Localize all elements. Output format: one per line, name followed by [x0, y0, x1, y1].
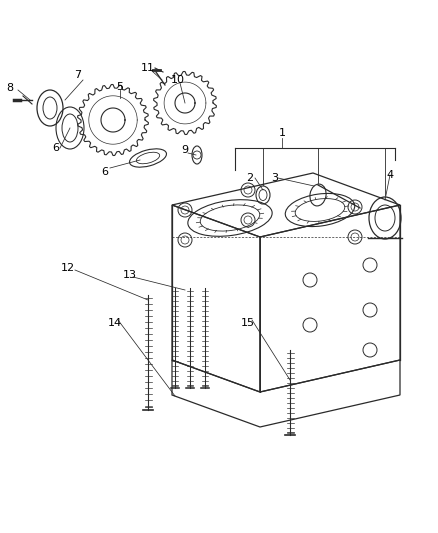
Text: 3: 3 [272, 173, 279, 183]
Text: 1: 1 [279, 128, 286, 138]
Text: 14: 14 [108, 318, 122, 328]
Text: 15: 15 [241, 318, 255, 328]
Text: 6: 6 [53, 143, 60, 153]
Text: 13: 13 [123, 270, 137, 280]
Text: 2: 2 [247, 173, 254, 183]
Text: 4: 4 [386, 170, 394, 180]
Text: 12: 12 [61, 263, 75, 273]
Text: 7: 7 [74, 70, 81, 80]
Text: 10: 10 [171, 75, 185, 85]
Text: 9: 9 [181, 145, 189, 155]
Text: 8: 8 [7, 83, 14, 93]
Text: 11: 11 [141, 63, 155, 73]
Text: 6: 6 [102, 167, 109, 177]
Text: 5: 5 [117, 82, 124, 92]
